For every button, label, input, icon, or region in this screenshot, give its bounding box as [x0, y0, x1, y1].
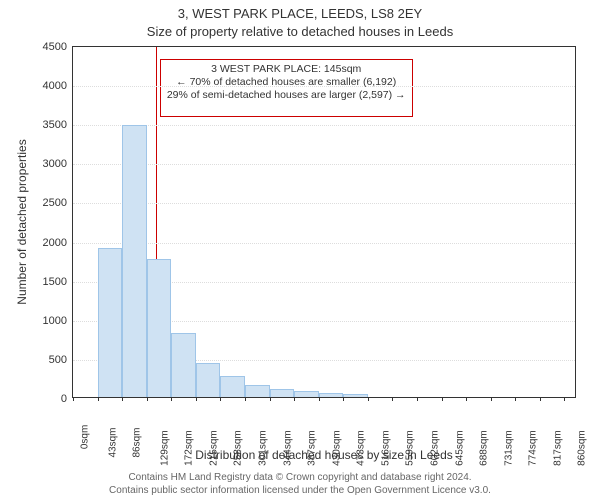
x-tick-mark [392, 397, 393, 401]
x-tick-mark [491, 397, 492, 401]
gridline [73, 125, 575, 126]
x-tick-label: 0sqm [80, 425, 91, 449]
x-tick-mark [147, 397, 148, 401]
y-tick-label: 4000 [43, 80, 67, 92]
y-tick-label: 500 [49, 354, 67, 366]
x-tick-mark [98, 397, 99, 401]
gridline [73, 164, 575, 165]
gridline [73, 86, 575, 87]
x-tick-label: 860sqm [577, 430, 588, 466]
x-tick-mark [171, 397, 172, 401]
x-tick-mark [196, 397, 197, 401]
histogram-bar [343, 394, 368, 397]
y-tick-label: 1500 [43, 276, 67, 288]
y-tick-label: 3000 [43, 158, 67, 170]
y-tick-label: 4500 [43, 41, 67, 53]
x-tick-mark [220, 397, 221, 401]
footer-line-1: Contains HM Land Registry data © Crown c… [0, 472, 600, 485]
chart-title: 3, WEST PARK PLACE, LEEDS, LS8 2EY [0, 6, 600, 21]
footer: Contains HM Land Registry data © Crown c… [0, 472, 600, 497]
x-tick-mark [540, 397, 541, 401]
y-tick-label: 2500 [43, 197, 67, 209]
histogram-bar [98, 248, 123, 397]
figure: 3, WEST PARK PLACE, LEEDS, LS8 2EY Size … [0, 0, 600, 500]
annotation-line-1: 3 WEST PARK PLACE: 145sqm [167, 63, 406, 76]
gridline [73, 203, 575, 204]
histogram-bar [220, 376, 245, 397]
y-tick-label: 3500 [43, 119, 67, 131]
histogram-bar [319, 393, 344, 397]
histogram-bar [245, 385, 270, 397]
x-tick-mark [270, 397, 271, 401]
annotation-line-3: 29% of semi-detached houses are larger (… [167, 89, 406, 102]
histogram-bar [270, 389, 295, 397]
gridline [73, 243, 575, 244]
x-tick-mark [442, 397, 443, 401]
x-tick-mark [294, 397, 295, 401]
x-tick-mark [417, 397, 418, 401]
y-axis-label: Number of detached properties [15, 139, 29, 304]
x-tick-mark [564, 397, 565, 401]
histogram-bar [294, 391, 319, 397]
x-tick-mark [343, 397, 344, 401]
x-tick-mark [515, 397, 516, 401]
histogram-bar [122, 125, 147, 397]
x-tick-mark [122, 397, 123, 401]
histogram-bar [171, 333, 196, 397]
footer-line-2: Contains public sector information licen… [0, 485, 600, 498]
y-tick-label: 1000 [43, 315, 67, 327]
y-tick-label: 0 [61, 393, 67, 405]
x-axis-label: Distribution of detached houses by size … [72, 448, 576, 462]
x-tick-mark [319, 397, 320, 401]
x-tick-mark [245, 397, 246, 401]
plot-area: 3 WEST PARK PLACE: 145sqm ← 70% of detac… [72, 46, 576, 398]
chart-subtitle: Size of property relative to detached ho… [0, 24, 600, 39]
annotation-box: 3 WEST PARK PLACE: 145sqm ← 70% of detac… [160, 59, 413, 118]
x-tick-mark [73, 397, 74, 401]
x-tick-mark [466, 397, 467, 401]
y-tick-label: 2000 [43, 237, 67, 249]
histogram-bar [196, 363, 221, 397]
x-tick-mark [368, 397, 369, 401]
histogram-bar [147, 259, 172, 397]
